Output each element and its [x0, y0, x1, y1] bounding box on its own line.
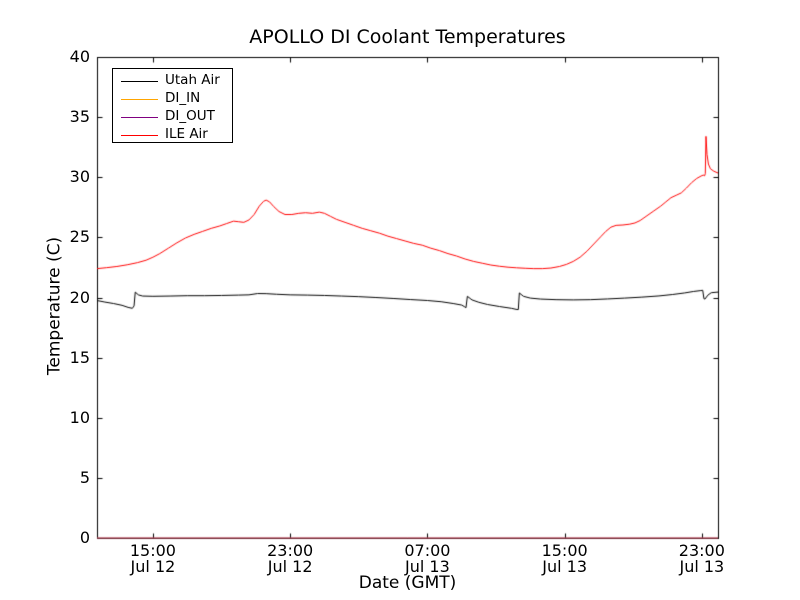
x-tick-time: 23:00: [678, 541, 725, 560]
x-tick-date: Jul 13: [405, 557, 450, 576]
y-tick-label: 10: [69, 407, 90, 427]
legend-line-sample: [121, 116, 158, 118]
legend-label: DI_OUT: [165, 108, 215, 125]
legend-item-di-in: DI_IN: [113, 90, 232, 108]
y-tick-label: 20: [69, 287, 90, 307]
x-axis-label: Date (GMT): [358, 573, 457, 593]
x-tick-date: Jul 13: [542, 557, 587, 576]
x-tick-label: 07:00 Jul 13: [385, 543, 469, 575]
x-tick-time: 23:00: [267, 541, 314, 560]
y-tick-label: 15: [69, 347, 90, 367]
legend-label: Utah Air: [165, 72, 220, 89]
x-tick-time: 15:00: [541, 541, 588, 560]
chart-title: APOLLO DI Coolant Temperatures: [249, 26, 566, 48]
x-tick-date: Jul 13: [679, 557, 725, 576]
y-tick-label: 5: [79, 467, 90, 487]
y-tick-label: 40: [69, 47, 90, 66]
x-tick-label: 15:00 Jul 12: [111, 543, 195, 575]
y-tick-label: 35: [69, 107, 90, 127]
x-tick-label: 15:00 Jul 13: [523, 543, 607, 575]
legend-line-sample: [121, 134, 158, 136]
y-tick-label: 25: [69, 227, 90, 247]
legend-label: ILE Air: [165, 126, 208, 143]
x-tick-date: Jul 12: [267, 557, 313, 576]
legend-line-sample: [121, 80, 158, 82]
x-tick-date: Jul 12: [130, 557, 176, 576]
x-tick-label: 23:00 Jul 12: [248, 543, 332, 575]
y-tick-label: 30: [69, 167, 90, 187]
legend-line-sample: [121, 98, 158, 100]
legend-box: Utah Air DI_IN DI_OUT ILE Air: [112, 68, 233, 143]
x-tick-time: 15:00: [129, 541, 176, 560]
legend-item-di-out: DI_OUT: [113, 108, 232, 126]
x-tick-time: 07:00: [404, 541, 451, 560]
legend-item-utah-air: Utah Air: [113, 72, 232, 90]
legend-item-ile-air: ILE Air: [113, 126, 232, 144]
x-tick-label: 23:00 Jul 13: [660, 543, 744, 575]
legend-label: DI_IN: [165, 90, 201, 107]
y-tick-label: 0: [79, 528, 90, 547]
